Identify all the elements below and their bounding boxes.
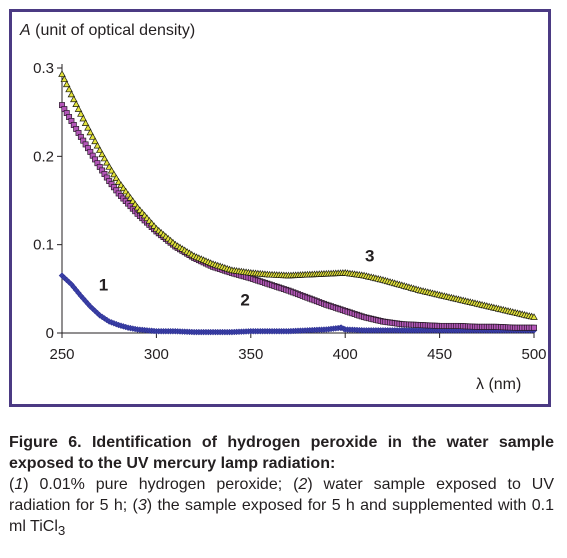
data-point <box>98 150 106 158</box>
x-tick-label: 500 <box>521 346 546 363</box>
data-point <box>107 166 116 174</box>
y-tick-label: 0.2 <box>33 148 54 165</box>
y-axis-title: A (unit of optical density) <box>20 22 195 40</box>
series-group <box>58 70 538 336</box>
y-tick-label: 0.3 <box>33 60 54 77</box>
x-axis-title: λ (nm) <box>476 376 522 393</box>
data-point <box>88 132 97 140</box>
series-1 <box>58 272 538 336</box>
data-point <box>65 85 73 93</box>
y-tick-label: 0 <box>46 325 54 342</box>
data-point <box>81 119 90 126</box>
data-point <box>93 141 102 149</box>
caption-item-1-number: 1 <box>14 476 24 493</box>
data-point <box>103 158 111 166</box>
data-point <box>69 95 78 103</box>
caption-item-2-text: water sample exposed to UV radiation for… <box>9 476 554 514</box>
series-3 <box>58 70 538 320</box>
figure-caption: Figure 6. Identification of hydrogen per… <box>9 432 554 541</box>
y-axis-symbol: A <box>20 22 31 39</box>
series-label-2: 2 <box>240 290 249 309</box>
data-point <box>100 154 109 162</box>
data-point <box>530 313 538 320</box>
data-point <box>91 137 99 145</box>
caption-item-1-text: 0.01% pure hydrogen peroxide; ( <box>28 476 299 493</box>
y-tick-label: 0.1 <box>33 237 54 254</box>
x-tick-label: 250 <box>49 346 74 363</box>
caption-body: (1) 0.01% pure hydrogen peroxide; (2) wa… <box>9 476 554 539</box>
data-point <box>95 146 104 153</box>
data-point <box>72 100 80 107</box>
chart-svg: 0 0.1 0.2 0.3 250 300 350 400 450 500 1 2 3 <box>33 60 546 363</box>
caption-title: Figure 6. Identification of hydrogen per… <box>9 434 554 472</box>
caption-item-3-text: the sample exposed for 5 h and supplemen… <box>9 497 554 535</box>
x-tick-label: 450 <box>427 346 452 363</box>
data-point <box>58 70 66 77</box>
series-2 <box>59 102 537 331</box>
data-point <box>110 170 118 178</box>
series-labels: 1 2 3 <box>99 246 375 309</box>
y-axis-unit: (unit of optical density) <box>35 22 196 39</box>
data-point <box>112 174 121 181</box>
x-tick-label: 350 <box>238 346 263 363</box>
series-label-3: 3 <box>365 246 374 265</box>
data-point <box>79 114 88 122</box>
data-point <box>77 110 85 117</box>
data-point <box>84 123 92 131</box>
chart-frame <box>9 9 551 407</box>
data-point <box>105 163 114 170</box>
data-point <box>60 75 69 83</box>
data-point <box>67 90 76 98</box>
caption-subscript: 3 <box>57 523 66 539</box>
x-tick-label: 300 <box>144 346 169 363</box>
caption-item-2-number: 2 <box>298 476 308 493</box>
x-tick-label: 400 <box>333 346 358 363</box>
data-point <box>62 80 71 88</box>
data-point <box>531 324 537 331</box>
axes: 0 0.1 0.2 0.3 250 300 350 400 450 500 <box>33 60 546 363</box>
data-point <box>86 128 95 136</box>
caption-item-3-number: 3 <box>137 497 147 514</box>
series-label-1: 1 <box>99 275 108 294</box>
data-point <box>74 105 83 112</box>
